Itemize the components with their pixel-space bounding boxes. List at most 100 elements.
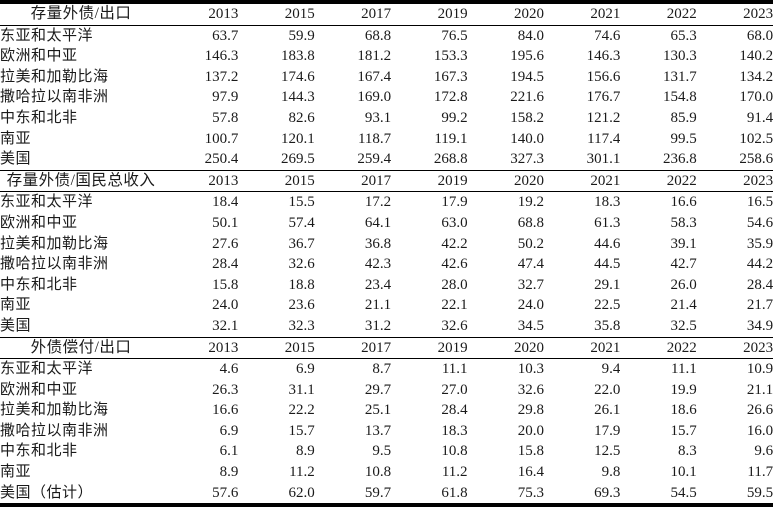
value-cell: 97.9 (212, 89, 239, 106)
value-cell: 59.9 (288, 27, 315, 44)
value-cell: 15.7 (670, 422, 697, 439)
value-cell: 153.3 (433, 48, 468, 65)
value-cell: 19.2 (517, 194, 544, 211)
value-cell: 74.6 (594, 27, 621, 44)
value-cell: 9.6 (754, 443, 773, 460)
value-cell: 194.5 (510, 68, 544, 85)
value-cell: 42.6 (441, 256, 468, 273)
value-cell: 64.1 (364, 214, 392, 231)
value-cell: 327.3 (510, 151, 544, 168)
value-cell: 16.6 (670, 194, 697, 211)
region-label: 东亚和太平洋 (0, 27, 94, 44)
value-cell: 170.0 (739, 89, 773, 106)
value-cell: 167.3 (433, 68, 468, 85)
region-label: 中东和北非 (0, 443, 78, 460)
value-cell: 25.1 (364, 402, 392, 419)
value-cell: 32.6 (517, 381, 544, 398)
value-cell: 221.6 (510, 89, 544, 106)
year-header-cell: 2019 (391, 1, 468, 26)
value-cell: 20.0 (517, 422, 544, 439)
year-header-cell: 2019 (391, 169, 468, 193)
value-cell: 62.0 (288, 484, 315, 501)
value-cell: 29.7 (364, 381, 392, 398)
value-cell: 258.6 (739, 151, 773, 168)
value-cell: 42.3 (364, 256, 392, 273)
value-cell: 23.6 (288, 297, 315, 314)
region-label: 美国 (0, 317, 32, 334)
region-label: 东亚和太平洋 (0, 194, 94, 211)
value-cell: 156.6 (586, 68, 621, 85)
value-cell: 120.1 (281, 130, 315, 147)
value-cell: 154.8 (662, 89, 697, 106)
value-cell: 26.0 (670, 276, 697, 293)
value-cell: 32.7 (517, 276, 544, 293)
value-cell: 134.2 (739, 68, 773, 85)
value-cell: 44.5 (594, 256, 621, 273)
value-cell: 174.6 (281, 68, 315, 85)
value-cell: 18.8 (288, 276, 315, 293)
value-cell: 169.0 (357, 89, 392, 106)
value-cell: 8.9 (296, 443, 315, 460)
value-cell: 76.5 (441, 27, 468, 44)
value-cell: 50.2 (517, 235, 544, 252)
value-cell: 301.1 (586, 151, 621, 168)
value-cell: 236.8 (662, 151, 697, 168)
value-cell: 15.5 (288, 194, 315, 211)
region-label: 撒哈拉以南非洲 (0, 89, 109, 106)
value-cell: 158.2 (510, 109, 544, 126)
value-cell: 16.6 (212, 402, 239, 419)
value-cell: 85.9 (670, 109, 697, 126)
value-cell: 68.8 (517, 214, 544, 231)
value-cell: 57.4 (288, 214, 315, 231)
value-cell: 16.4 (517, 464, 544, 481)
value-cell: 10.3 (517, 361, 544, 378)
table-row: 撒哈拉以南非洲 6.9 15.7 13.7 18.3 20.0 17.9 15.7 16.0 (0, 421, 773, 442)
value-cell: 28.0 (441, 276, 468, 293)
value-cell: 137.2 (204, 68, 239, 85)
table-row: 南亚 100.7 120.1 118.7 119.1 140.0 117.4 99.5 102.… (0, 129, 773, 150)
region-label: 美国 (0, 151, 32, 168)
year-header-cell: 2022 (620, 1, 697, 26)
region-label: 拉美和加勒比海 (0, 68, 109, 85)
value-cell: 54.5 (670, 484, 697, 501)
value-cell: 99.5 (670, 130, 697, 147)
value-cell: 11.1 (671, 361, 697, 378)
value-cell: 84.0 (517, 27, 544, 44)
value-cell: 15.7 (288, 422, 315, 439)
value-cell: 195.6 (510, 48, 544, 65)
value-cell: 102.5 (739, 130, 773, 147)
value-cell: 28.4 (441, 402, 468, 419)
value-cell: 22.5 (594, 297, 621, 314)
value-cell: 18.3 (441, 422, 468, 439)
value-cell: 4.6 (219, 361, 239, 378)
value-cell: 130.3 (662, 48, 697, 65)
region-label: 南亚 (0, 464, 32, 481)
value-cell: 61.3 (594, 214, 621, 231)
table-row: 美国 32.1 32.3 31.2 32.6 34.5 35.8 32.5 34.9 (0, 316, 773, 337)
value-cell: 10.1 (670, 464, 697, 481)
value-cell: 68.8 (364, 27, 392, 44)
value-cell: 63.0 (441, 214, 468, 231)
region-label: 撒哈拉以南非洲 (0, 422, 109, 439)
year-header-cell: 2022 (620, 169, 697, 193)
value-cell: 34.5 (517, 317, 544, 334)
value-cell: 181.2 (357, 48, 392, 65)
value-cell: 17.9 (441, 194, 468, 211)
value-cell: 15.8 (212, 276, 239, 293)
value-cell: 8.3 (677, 443, 697, 460)
region-label: 拉美和加勒比海 (0, 402, 109, 419)
value-cell: 9.8 (601, 464, 621, 481)
value-cell: 16.0 (746, 422, 773, 439)
value-cell: 29.8 (517, 402, 544, 419)
value-cell: 268.8 (433, 151, 468, 168)
year-header-cell: 2017 (314, 336, 392, 360)
year-header-cell: 2020 (467, 169, 544, 193)
region-label: 拉美和加勒比海 (0, 235, 109, 252)
value-cell: 82.6 (288, 109, 315, 126)
value-cell: 21.1 (746, 381, 773, 398)
region-label: 欧洲和中亚 (0, 381, 78, 398)
table-row: 欧洲和中亚 50.1 57.4 64.1 63.0 68.8 61.3 58.3 54.6 (0, 213, 773, 234)
table-row: 中东和北非 6.1 8.9 9.5 10.8 15.8 12.5 8.3 9.6 (0, 441, 773, 462)
value-cell: 22.2 (288, 402, 315, 419)
value-cell: 44.2 (746, 256, 773, 273)
